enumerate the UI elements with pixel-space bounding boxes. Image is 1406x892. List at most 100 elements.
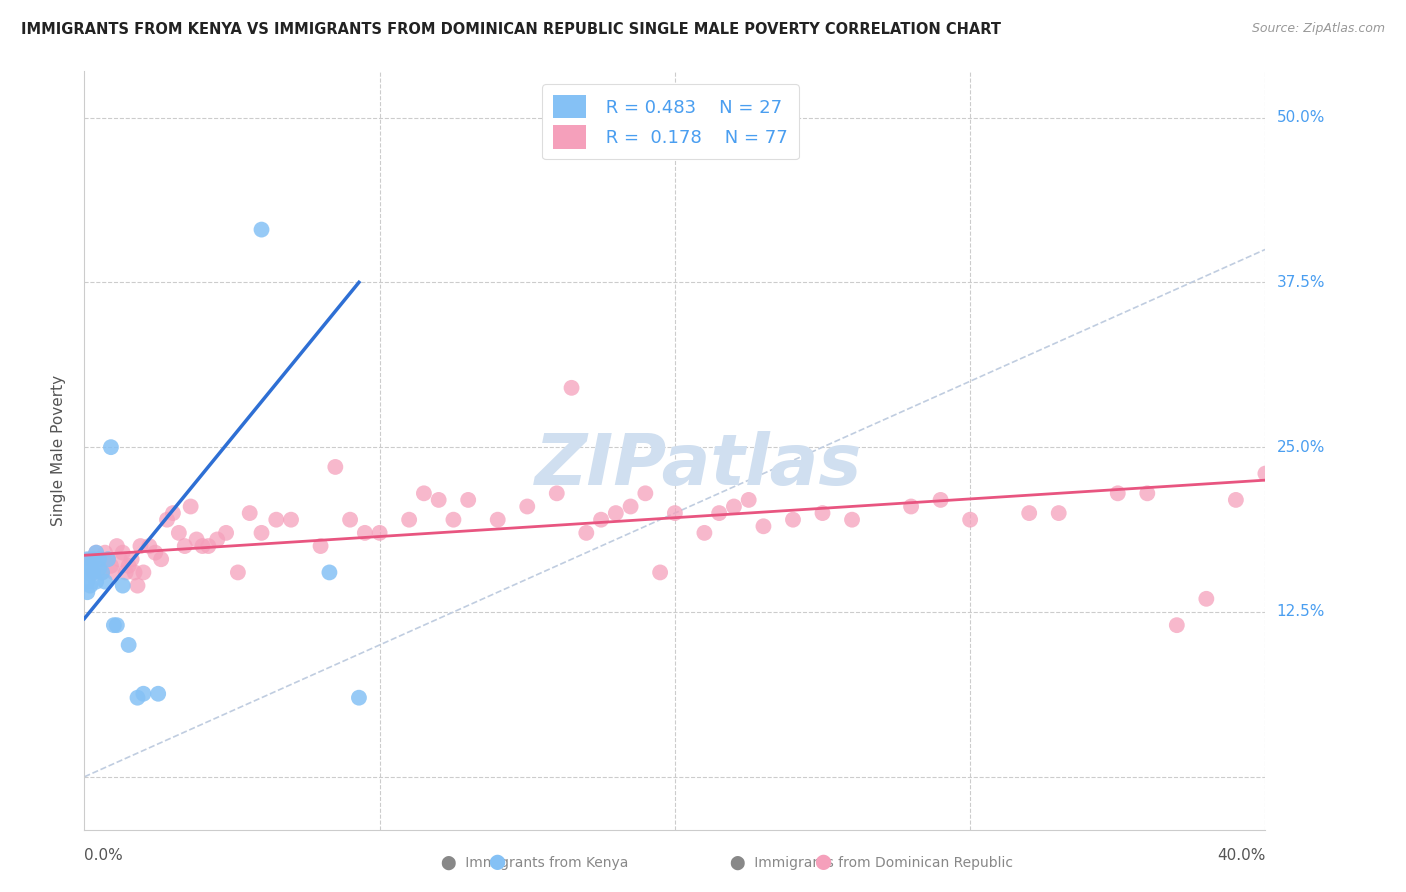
Point xyxy=(79,558,101,573)
Point xyxy=(76,574,98,589)
Point xyxy=(693,525,716,540)
Point xyxy=(325,459,347,474)
Point xyxy=(186,533,208,547)
Point xyxy=(347,690,370,705)
Point xyxy=(94,546,117,560)
Point xyxy=(575,525,598,540)
Point xyxy=(82,566,104,580)
Point xyxy=(1018,506,1040,520)
Point xyxy=(79,579,101,593)
Point xyxy=(215,525,238,540)
Text: 12.5%: 12.5% xyxy=(1277,605,1324,619)
Point xyxy=(250,222,273,236)
Point xyxy=(197,539,219,553)
Point xyxy=(841,513,863,527)
Point xyxy=(121,552,143,566)
Point xyxy=(94,574,117,589)
Text: 40.0%: 40.0% xyxy=(1218,848,1265,863)
Point xyxy=(634,486,657,500)
Point xyxy=(138,539,160,553)
Point xyxy=(650,566,672,580)
Point xyxy=(1047,506,1070,520)
Point xyxy=(280,513,302,527)
Point xyxy=(250,525,273,540)
Point xyxy=(900,500,922,514)
Point xyxy=(114,566,136,580)
Point xyxy=(84,546,107,560)
Point xyxy=(97,552,120,566)
Point xyxy=(1195,591,1218,606)
Point xyxy=(1107,486,1129,500)
Point xyxy=(266,513,288,527)
Point xyxy=(156,513,179,527)
Point xyxy=(118,558,141,573)
Point xyxy=(173,539,195,553)
Legend:  R = 0.483    N = 27,  R =  0.178    N = 77: R = 0.483 N = 27, R = 0.178 N = 77 xyxy=(543,84,799,160)
Point xyxy=(354,525,377,540)
Point xyxy=(738,492,761,507)
Point xyxy=(709,506,731,520)
Point xyxy=(486,513,509,527)
Point xyxy=(87,561,111,575)
Text: ⬤  Immigrants from Kenya: ⬤ Immigrants from Kenya xyxy=(440,855,628,870)
Point xyxy=(79,552,101,566)
Text: Source: ZipAtlas.com: Source: ZipAtlas.com xyxy=(1251,22,1385,36)
Point xyxy=(226,566,249,580)
Point xyxy=(664,506,686,520)
Point xyxy=(91,566,114,580)
Point xyxy=(76,566,98,580)
Text: 0.0%: 0.0% xyxy=(84,848,124,863)
Point xyxy=(561,381,583,395)
Point xyxy=(457,492,479,507)
Point xyxy=(143,546,166,560)
Point xyxy=(811,506,834,520)
Point xyxy=(427,492,450,507)
Point xyxy=(180,500,202,514)
Point xyxy=(79,566,101,580)
Point xyxy=(84,546,107,560)
Point xyxy=(959,513,981,527)
Point xyxy=(605,506,627,520)
Point xyxy=(1166,618,1188,632)
Point xyxy=(108,552,131,566)
Point xyxy=(752,519,775,533)
Point xyxy=(100,558,122,573)
Point xyxy=(129,539,152,553)
Point xyxy=(191,539,214,553)
Point xyxy=(124,566,146,580)
Point xyxy=(105,618,128,632)
Point xyxy=(111,546,134,560)
Point xyxy=(1254,467,1277,481)
Point xyxy=(516,500,538,514)
Point xyxy=(76,552,98,566)
Point xyxy=(167,525,190,540)
Point xyxy=(103,566,125,580)
Point xyxy=(368,525,391,540)
Point xyxy=(413,486,436,500)
Point xyxy=(318,566,340,580)
Point xyxy=(929,492,952,507)
Text: 25.0%: 25.0% xyxy=(1277,440,1324,455)
Point xyxy=(87,558,111,573)
Point xyxy=(127,690,149,705)
Point xyxy=(132,687,155,701)
Point xyxy=(591,513,613,527)
Y-axis label: Single Male Poverty: Single Male Poverty xyxy=(51,375,66,526)
Text: ⬤  Immigrants from Dominican Republic: ⬤ Immigrants from Dominican Republic xyxy=(730,855,1014,870)
Point xyxy=(443,513,465,527)
Point xyxy=(207,533,229,547)
Text: ZIPatlas: ZIPatlas xyxy=(534,431,862,500)
Point xyxy=(546,486,568,500)
Point xyxy=(1225,492,1247,507)
Point xyxy=(105,539,128,553)
Point xyxy=(84,574,107,589)
Point xyxy=(1136,486,1159,500)
Point xyxy=(76,585,98,599)
Point xyxy=(111,579,134,593)
Point xyxy=(339,513,361,527)
Point xyxy=(82,566,104,580)
Text: ⬤: ⬤ xyxy=(488,855,505,870)
Point xyxy=(620,500,643,514)
Point xyxy=(148,687,170,701)
Point xyxy=(239,506,262,520)
